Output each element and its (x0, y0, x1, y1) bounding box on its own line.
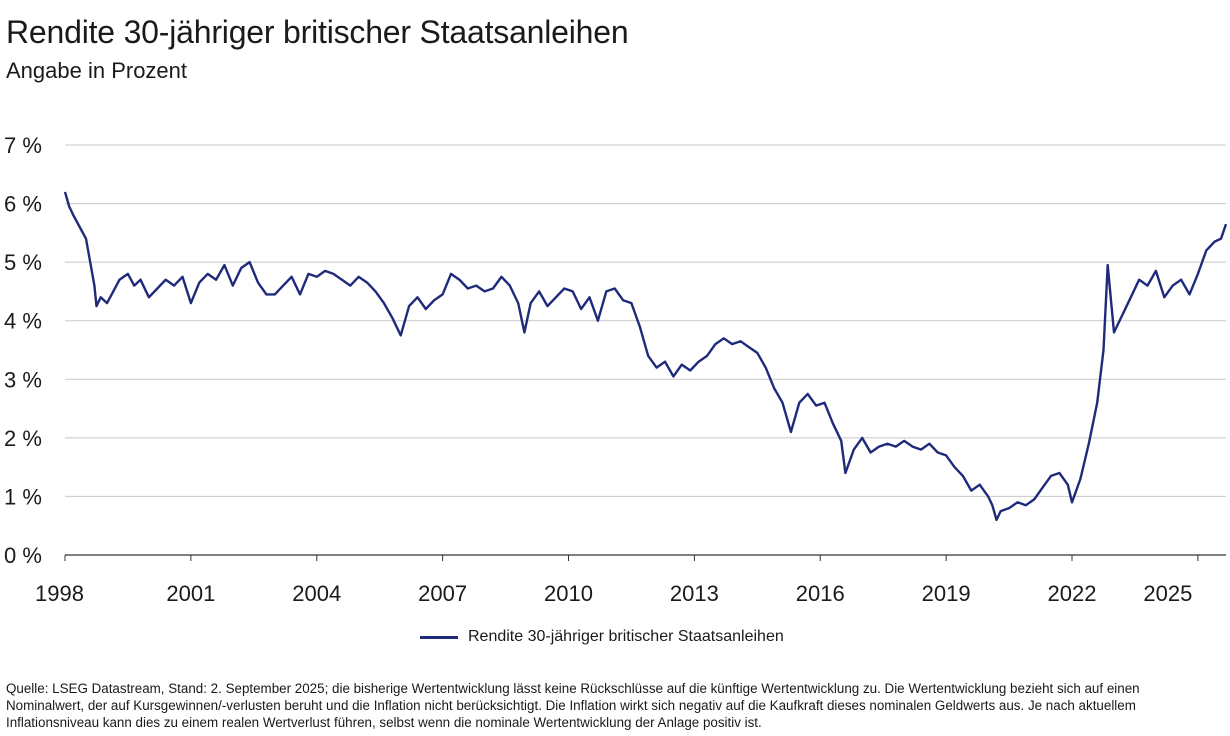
legend: Rendite 30-jähriger britischer Staatsanl… (420, 628, 784, 646)
series-line-0 (63, 191, 1228, 522)
x-tick-label: 1998 (35, 581, 84, 606)
y-tick-label: 0 % (4, 543, 42, 568)
y-tick-label: 7 % (4, 133, 42, 158)
series-layer (63, 191, 1228, 522)
y-tick-label: 3 % (4, 367, 42, 392)
x-axis-tick-labels: 1998 2001 2004 2007 2010 2013 2016 2019 2022 2025 (35, 555, 1199, 606)
grid-lines (65, 144, 1226, 497)
source-footnote: Quelle: LSEG Datastream, Stand: 2. Septe… (6, 681, 1140, 730)
x-tick-label: 2016 (796, 581, 845, 606)
x-tick-label: 2001 (166, 581, 215, 606)
legend-label: Rendite 30-jähriger britischer Staatsanl… (468, 628, 784, 645)
y-tick-label: 1 % (4, 484, 42, 509)
y-tick-label: 5 % (4, 250, 42, 275)
line-chart: 0 % 1 % 2 % 3 % 4 % 5 % 6 % 7 % 1998 2001 2004 200… (4, 133, 1228, 606)
y-tick-label: 4 % (4, 309, 42, 334)
x-tick-label: 2013 (670, 581, 719, 606)
x-tick-label: 2007 (418, 581, 467, 606)
legend-line-swatch (420, 635, 458, 639)
x-tick-label: 2022 (1048, 581, 1097, 606)
x-tick-label: 2025 (1143, 581, 1192, 606)
y-tick-label: 2 % (4, 426, 42, 451)
chart-subtitle: Angabe in Prozent (6, 58, 188, 83)
y-axis-tick-labels: 0 % 1 % 2 % 3 % 4 % 5 % 6 % 7 % (4, 133, 42, 568)
x-tick-label: 2004 (292, 581, 341, 606)
x-tick-label: 2019 (922, 581, 971, 606)
x-tick-label: 2010 (544, 581, 593, 606)
chart-title: Rendite 30-jähriger britischer Staatsanl… (6, 14, 629, 50)
y-tick-label: 6 % (4, 192, 42, 217)
